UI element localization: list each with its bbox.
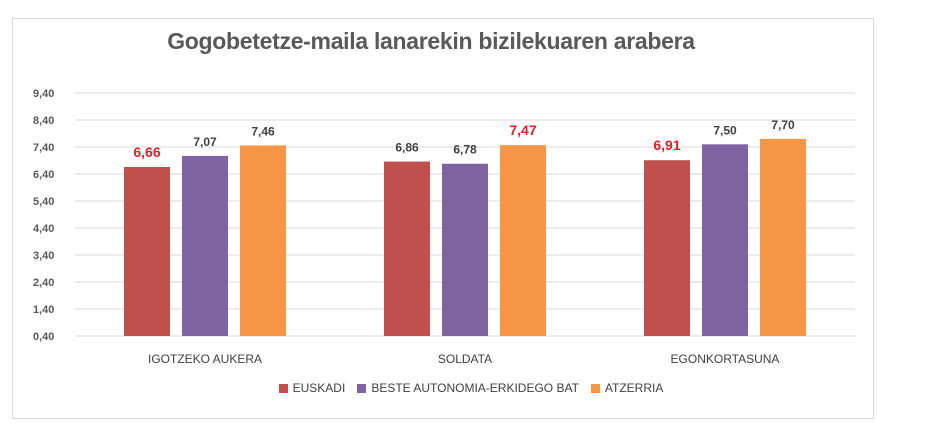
legend-swatch xyxy=(590,383,600,393)
bar xyxy=(124,166,170,336)
y-tick-label: 8,40 xyxy=(33,115,54,127)
bar xyxy=(702,144,748,336)
x-category-label: EGONKORTASUNA xyxy=(671,352,780,366)
legend-item: EUSKADI xyxy=(278,381,346,395)
legend-swatch xyxy=(278,383,288,393)
legend-label: ATZERRIA xyxy=(604,381,664,395)
bar xyxy=(384,161,430,336)
data-label: 7,50 xyxy=(713,123,737,137)
data-label: 6,78 xyxy=(453,143,477,157)
y-tick-label: 7,40 xyxy=(33,142,54,154)
y-tick-label: 1,40 xyxy=(33,304,54,316)
y-tick-label: 4,40 xyxy=(33,223,54,235)
bar xyxy=(182,155,228,336)
y-tick-label: 9,40 xyxy=(33,88,54,100)
data-label: 6,66 xyxy=(133,144,160,160)
data-label: 7,70 xyxy=(771,118,795,132)
bar xyxy=(500,145,546,336)
bar xyxy=(442,163,488,336)
y-tick-label: 0,40 xyxy=(33,331,54,343)
y-tick-label: 6,40 xyxy=(33,169,54,181)
data-label: 7,47 xyxy=(509,122,536,138)
x-category-label: IGOTZEKO AUKERA xyxy=(148,352,262,366)
legend: EUSKADI BESTE AUTONOMIA-ERKIDEGO BAT ATZER… xyxy=(0,381,942,396)
data-label: 7,46 xyxy=(251,124,275,138)
data-label: 6,86 xyxy=(395,141,419,155)
y-tick-label: 2,40 xyxy=(33,277,54,289)
x-category-label: SOLDATA xyxy=(438,352,492,366)
legend-item: BESTE AUTONOMIA-ERKIDEGO BAT xyxy=(357,381,579,395)
legend-swatch xyxy=(357,383,367,393)
bar xyxy=(240,145,286,336)
data-label: 7,07 xyxy=(193,135,217,149)
data-label: 6,91 xyxy=(653,137,680,153)
y-tick-label: 3,40 xyxy=(33,250,54,262)
legend-label: BESTE AUTONOMIA-ERKIDEGO BAT xyxy=(371,381,579,395)
y-tick-label: 5,40 xyxy=(33,196,54,208)
legend-item: ATZERRIA xyxy=(590,381,664,395)
bar xyxy=(644,160,690,336)
bar xyxy=(760,138,806,336)
legend-label: EUSKADI xyxy=(292,381,346,395)
chart-title: Gogobetetze-maila lanarekin bizilekuaren… xyxy=(167,28,695,54)
